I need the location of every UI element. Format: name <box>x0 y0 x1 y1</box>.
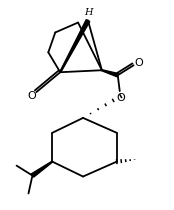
Text: O: O <box>27 91 36 101</box>
Text: H: H <box>84 8 92 17</box>
Polygon shape <box>60 20 90 72</box>
Polygon shape <box>102 70 118 77</box>
Polygon shape <box>31 161 53 177</box>
Text: O: O <box>116 93 125 103</box>
Text: O: O <box>134 58 143 68</box>
